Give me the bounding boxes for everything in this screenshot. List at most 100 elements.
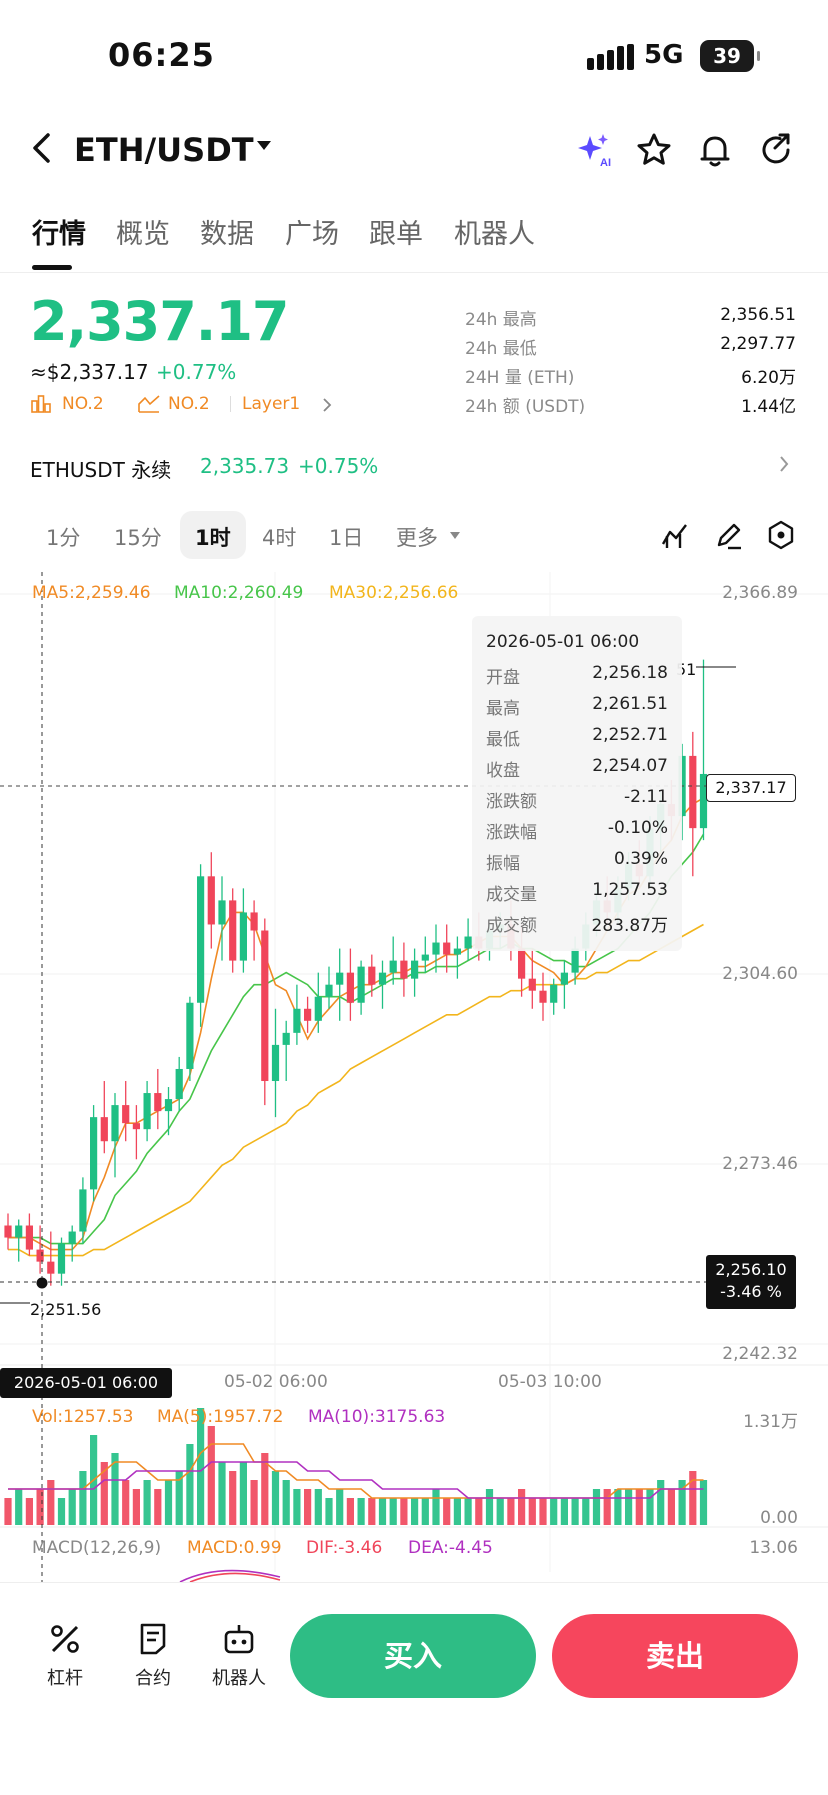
volume-bar — [336, 1489, 344, 1525]
interval-1d[interactable]: 1日 — [329, 526, 364, 550]
rank-tag[interactable]: NO.2 — [62, 394, 104, 414]
caret-down-icon[interactable] — [255, 139, 273, 153]
perp-name[interactable]: ETHUSDT 永续 — [30, 458, 172, 482]
volume-bar — [571, 1498, 579, 1525]
ai-sparkle-icon[interactable]: AI — [576, 132, 612, 168]
leverage-button[interactable]: 杠杆 — [30, 1622, 100, 1690]
settings-hexagon-icon[interactable] — [766, 520, 796, 550]
draw-pencil-icon[interactable] — [714, 520, 744, 550]
volume-bar — [400, 1498, 408, 1525]
interval-more[interactable]: 更多 — [396, 526, 438, 550]
candle-body — [389, 960, 397, 973]
tab-copytrade[interactable]: 跟单 — [369, 219, 423, 250]
tooltip-open-label: 开盘 — [486, 668, 520, 688]
stat-turnover-value: 1.44亿 — [741, 397, 796, 417]
candle-body — [229, 900, 237, 961]
volume-bar — [357, 1498, 365, 1525]
candle-body — [111, 1105, 119, 1142]
tooltip-low-value: 2,252.71 — [592, 725, 668, 745]
contract-button[interactable]: 合约 — [118, 1622, 188, 1690]
signal-icon — [587, 44, 634, 70]
tooltip-close-label: 收盘 — [486, 761, 520, 781]
vol-ma5-legend: MA(5):1957.72 — [157, 1407, 284, 1427]
y-axis-label: 2,304.60 — [722, 964, 798, 984]
crosshair-price-flag: 2,256.10 -3.46 % — [706, 1255, 796, 1309]
volume-bar — [592, 1489, 601, 1525]
tooltip-open-value: 2,256.18 — [592, 663, 668, 683]
crosshair-price: 2,256.10 — [715, 1260, 787, 1279]
interval-4h[interactable]: 4时 — [262, 526, 297, 550]
tab-square[interactable]: 广场 — [285, 219, 339, 250]
candle-body — [186, 1002, 194, 1069]
interval-15m[interactable]: 15分 — [114, 526, 162, 550]
volume-bar — [625, 1489, 633, 1525]
bell-icon[interactable] — [697, 132, 733, 168]
price-change: +0.77% — [156, 360, 237, 384]
chevron-right-icon[interactable] — [778, 454, 790, 474]
interval-1h[interactable]: 1时 — [195, 526, 231, 550]
share-icon[interactable] — [758, 132, 794, 168]
kline-chart[interactable] — [0, 572, 828, 1582]
interval-1m[interactable]: 1分 — [46, 526, 81, 550]
candle-body — [699, 773, 708, 829]
volume-bar — [239, 1462, 247, 1525]
leverage-icon — [51, 1625, 79, 1653]
volume-bar — [346, 1498, 354, 1525]
dea-value: DEA:-4.45 — [408, 1538, 493, 1558]
ma-lines — [8, 797, 705, 1257]
candle-tooltip: 2026-05-01 06:00 开盘 2,256.18 最高 2,261.51… — [472, 616, 682, 951]
sell-button[interactable]: 卖出 — [552, 1614, 798, 1698]
sector-tag[interactable]: Layer1 — [242, 394, 301, 414]
last-price: 2,337.17 — [30, 290, 289, 353]
volume-bar — [443, 1498, 451, 1525]
volume-bar — [164, 1480, 173, 1525]
ma5-line — [8, 797, 704, 1251]
vol-max-label: 1.31万 — [743, 1412, 798, 1432]
status-time: 06:25 — [108, 36, 215, 74]
pair-title[interactable]: ETH/USDT — [74, 131, 254, 169]
volume-bar — [699, 1480, 708, 1525]
crosshair-date-flag: 2026-05-01 06:00 — [0, 1368, 172, 1398]
volume-bar — [36, 1489, 44, 1525]
candle-body — [218, 900, 226, 925]
candle-body — [336, 972, 344, 985]
chevron-right-icon[interactable] — [322, 397, 332, 413]
ma30-line — [8, 923, 704, 1257]
back-arrow-icon[interactable] — [28, 132, 56, 164]
volume-bar — [314, 1489, 322, 1525]
trend-rank-tag[interactable]: NO.2 — [168, 394, 210, 414]
buy-button[interactable]: 买入 — [290, 1614, 536, 1698]
volume-bar — [432, 1489, 440, 1525]
candle-body — [68, 1231, 76, 1244]
candle-body — [154, 1093, 162, 1112]
tab-data[interactable]: 数据 — [200, 219, 254, 250]
tab-overview[interactable]: 概览 — [116, 219, 170, 250]
tab-market[interactable]: 行情 — [32, 219, 86, 250]
divider — [0, 272, 828, 273]
candle-body — [293, 1008, 301, 1033]
volume-bar — [293, 1489, 301, 1525]
stat-high-value: 2,356.51 — [720, 305, 796, 325]
volume-bar — [635, 1489, 643, 1525]
indicator-icon[interactable] — [660, 520, 690, 550]
contract-label: 合约 — [135, 1668, 171, 1689]
tooltip-close-value: 2,254.07 — [592, 756, 668, 776]
x-axis-label: 05-02 06:00 — [224, 1372, 328, 1392]
candle-body — [175, 1068, 183, 1100]
ma5-legend: MA5:2,259.46 — [32, 583, 151, 603]
robot-button[interactable]: 机器人 — [204, 1622, 274, 1690]
vol-min-label: 0.00 — [760, 1508, 798, 1528]
tooltip-change-label: 涨跌额 — [486, 792, 537, 812]
volume-bar — [518, 1489, 526, 1525]
candle-body — [250, 912, 258, 931]
ma10-legend: MA10:2,260.49 — [174, 583, 304, 603]
star-icon[interactable] — [636, 132, 672, 168]
tooltip-turnover-label: 成交额 — [486, 916, 537, 936]
candle-body — [464, 936, 472, 949]
tab-robot[interactable]: 机器人 — [454, 219, 535, 250]
volume-bar — [582, 1498, 590, 1525]
caret-down-icon[interactable] — [449, 531, 461, 540]
volume-bar — [186, 1444, 194, 1525]
volume-bar — [4, 1498, 12, 1525]
tooltip-amplitude-label: 振幅 — [486, 854, 520, 874]
